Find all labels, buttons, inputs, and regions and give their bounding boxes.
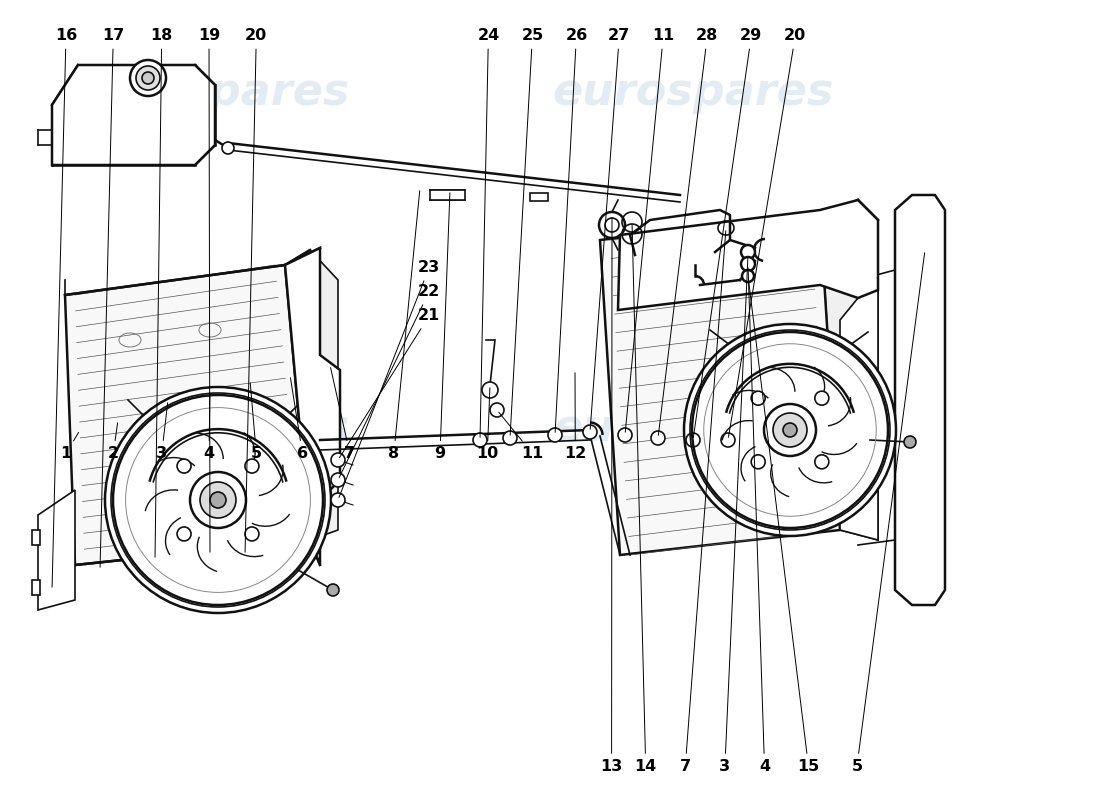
Text: eurospares: eurospares xyxy=(68,406,350,450)
Polygon shape xyxy=(600,215,840,555)
Text: 7: 7 xyxy=(331,368,355,461)
Circle shape xyxy=(815,455,828,469)
Text: 14: 14 xyxy=(632,225,657,774)
Circle shape xyxy=(245,459,258,473)
Text: 20: 20 xyxy=(728,29,806,438)
Text: 15: 15 xyxy=(748,278,820,774)
Text: 8: 8 xyxy=(388,190,420,461)
Text: 2: 2 xyxy=(108,422,119,461)
Bar xyxy=(530,193,548,201)
Circle shape xyxy=(130,60,166,96)
Circle shape xyxy=(473,433,487,447)
Circle shape xyxy=(331,473,345,487)
Circle shape xyxy=(503,431,517,445)
Bar xyxy=(430,190,465,200)
Polygon shape xyxy=(32,530,40,545)
Text: 7: 7 xyxy=(680,230,726,774)
Text: 28: 28 xyxy=(658,29,718,435)
Circle shape xyxy=(741,245,755,259)
Circle shape xyxy=(190,472,246,528)
Text: 16: 16 xyxy=(52,29,77,587)
Circle shape xyxy=(177,527,191,541)
Text: 12: 12 xyxy=(564,373,586,461)
Text: 5: 5 xyxy=(851,253,925,774)
Text: 27: 27 xyxy=(591,29,630,430)
Circle shape xyxy=(331,493,345,507)
Text: 13: 13 xyxy=(601,218,623,774)
Polygon shape xyxy=(820,200,878,540)
Polygon shape xyxy=(895,195,945,605)
Circle shape xyxy=(720,433,735,447)
Circle shape xyxy=(583,425,597,439)
Text: eurospares: eurospares xyxy=(68,70,350,114)
Polygon shape xyxy=(285,248,340,565)
Circle shape xyxy=(751,391,766,405)
Text: 11: 11 xyxy=(498,412,543,461)
Text: 18: 18 xyxy=(151,29,173,558)
Text: 21: 21 xyxy=(340,309,440,458)
Polygon shape xyxy=(840,200,878,540)
Text: 17: 17 xyxy=(100,29,124,567)
Circle shape xyxy=(751,455,766,469)
Circle shape xyxy=(482,382,498,398)
Text: 9: 9 xyxy=(434,193,450,461)
Circle shape xyxy=(245,527,258,541)
Text: 26: 26 xyxy=(556,29,587,432)
Circle shape xyxy=(904,436,916,448)
Circle shape xyxy=(741,257,755,271)
Text: 29: 29 xyxy=(693,29,762,438)
Circle shape xyxy=(136,66,160,90)
Text: 1: 1 xyxy=(60,432,78,461)
Polygon shape xyxy=(39,490,75,610)
Circle shape xyxy=(222,142,234,154)
Text: 4: 4 xyxy=(748,268,770,774)
Polygon shape xyxy=(65,265,310,565)
Circle shape xyxy=(210,492,225,508)
Circle shape xyxy=(331,453,345,467)
Text: eurospares: eurospares xyxy=(552,406,834,450)
Text: 3: 3 xyxy=(719,258,748,774)
Circle shape xyxy=(651,431,666,445)
Circle shape xyxy=(815,391,828,405)
Circle shape xyxy=(104,387,331,613)
Circle shape xyxy=(686,433,700,447)
Text: 5: 5 xyxy=(250,382,262,461)
Circle shape xyxy=(783,423,798,437)
Polygon shape xyxy=(618,200,878,310)
Polygon shape xyxy=(285,250,338,540)
Text: 10: 10 xyxy=(476,388,498,461)
Polygon shape xyxy=(52,65,214,165)
Text: 19: 19 xyxy=(198,29,220,552)
Text: 4: 4 xyxy=(204,393,214,461)
Circle shape xyxy=(490,403,504,417)
Circle shape xyxy=(764,404,816,456)
Text: 3: 3 xyxy=(156,402,167,461)
Polygon shape xyxy=(32,580,40,595)
Text: 23: 23 xyxy=(339,261,440,498)
Circle shape xyxy=(684,324,896,536)
Circle shape xyxy=(200,482,236,518)
Text: 11: 11 xyxy=(625,29,674,432)
Text: 25: 25 xyxy=(510,29,543,435)
Text: 6: 6 xyxy=(290,378,308,461)
Circle shape xyxy=(142,72,154,84)
Text: 20: 20 xyxy=(245,29,267,552)
Circle shape xyxy=(618,428,632,442)
Circle shape xyxy=(773,413,807,447)
Circle shape xyxy=(605,218,619,232)
Text: 22: 22 xyxy=(339,285,440,478)
Circle shape xyxy=(327,584,339,596)
Circle shape xyxy=(742,270,754,282)
Text: 24: 24 xyxy=(477,29,499,438)
Circle shape xyxy=(177,459,191,473)
Circle shape xyxy=(548,428,562,442)
Text: eurospares: eurospares xyxy=(552,70,834,114)
